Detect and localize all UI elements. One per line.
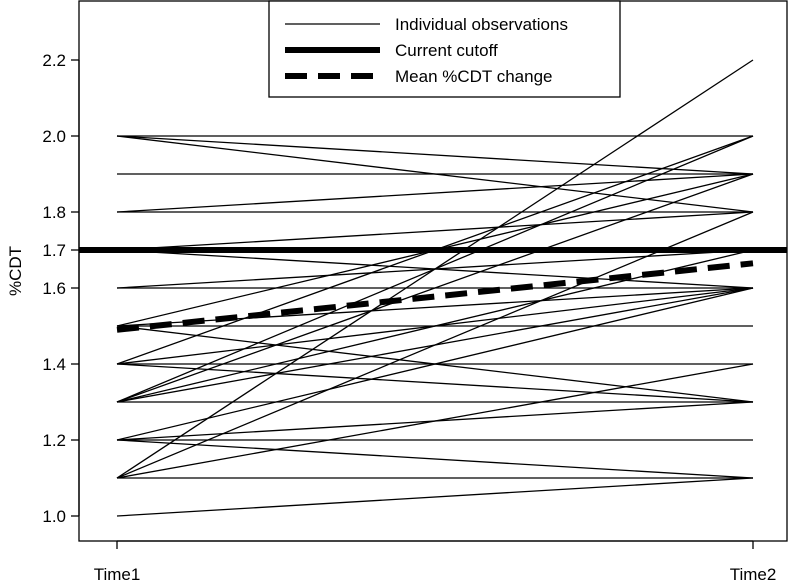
x-axis: Time1 Time2 — [94, 540, 777, 584]
legend-label-observations: Individual observations — [395, 15, 568, 34]
legend-label-mean: Mean %CDT change — [395, 67, 553, 86]
y-tick-label-1.8: 1.8 — [42, 203, 66, 222]
observation-line-30 — [116, 363, 754, 479]
y-tick-label-2.0: 2.0 — [42, 127, 66, 146]
observation-line-27 — [116, 287, 754, 441]
mean-change-line — [116, 260, 754, 333]
observation-line-33 — [116, 477, 754, 517]
observation-line-2 — [116, 135, 754, 175]
y-tick-label-1.6: 1.6 — [42, 279, 66, 298]
mean-layer — [116, 260, 754, 333]
y-tick-label-1.7: 1.7 — [42, 241, 66, 260]
y-tick-label-1.0: 1.0 — [42, 507, 66, 526]
observation-line-31 — [116, 211, 754, 479]
observation-line-22 — [116, 173, 754, 403]
y-axis: 1.0 1.2 1.4 1.6 1.7 1.8 2.0 2.2 — [42, 51, 80, 526]
observation-line-19 — [116, 363, 754, 403]
y-axis-title: %CDT — [6, 246, 25, 296]
observation-line-28 — [116, 439, 754, 479]
y-tick-label-1.2: 1.2 — [42, 431, 66, 450]
observation-line-6 — [116, 173, 754, 213]
observation-line-13 — [116, 287, 754, 327]
legend-label-cutoff: Current cutoff — [395, 41, 498, 60]
y-tick-label-1.4: 1.4 — [42, 355, 66, 374]
x-tick-label-1: Time1 — [94, 565, 141, 584]
y-tick-label-2.2: 2.2 — [42, 51, 66, 70]
legend: Individual observations Current cutoff M… — [268, 0, 621, 98]
x-tick-label-2: Time2 — [730, 565, 777, 584]
observation-line-32 — [116, 59, 754, 479]
observation-lines — [116, 59, 754, 517]
observation-line-8 — [116, 211, 754, 251]
